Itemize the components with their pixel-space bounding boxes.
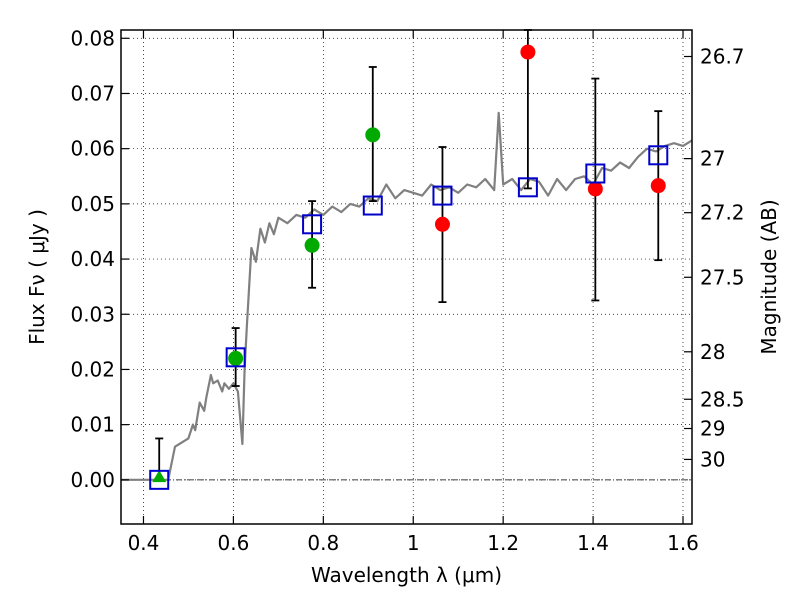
observed-point: [365, 127, 381, 143]
right-tick-label: 26.7: [700, 44, 745, 68]
right-tick-label: 27.2: [700, 201, 745, 225]
error-bars: [155, 29, 663, 481]
observed-point: [434, 216, 450, 232]
y-tick-label: 0.07: [70, 81, 115, 105]
x-tick-label: 0.4: [128, 531, 160, 555]
x-tick-label: 1.4: [577, 531, 609, 555]
observed-point: [228, 350, 244, 366]
right-tick-label: 29: [700, 417, 725, 441]
model-band-square: [648, 145, 669, 166]
x-tick-label: 1.6: [667, 531, 699, 555]
x-tick-label: 0.6: [217, 531, 249, 555]
right-axis-label: Magnitude (AB): [757, 199, 781, 354]
right-tick-label: 28.5: [700, 387, 745, 411]
y-tick-label: 0.02: [70, 357, 115, 381]
y-tick-label: 0.03: [70, 302, 115, 326]
model-band-square: [149, 469, 170, 490]
right-tick-label: 27: [700, 147, 725, 171]
x-axis-label: Wavelength λ (μm): [311, 563, 502, 587]
model-band-square: [517, 177, 538, 198]
model-band-square: [302, 214, 323, 235]
model-band-square: [432, 185, 453, 206]
x-tick-label: 1.2: [487, 531, 519, 555]
observed-points: [152, 44, 666, 483]
model-spectrum-line: [121, 111, 693, 481]
y-axis-label: Flux Fν ( μJy ): [25, 209, 49, 345]
y-tick-label: 0.01: [70, 413, 115, 437]
y-tick-label: 0.00: [70, 468, 115, 492]
right-tick-label: 27.5: [700, 265, 745, 289]
observed-point: [650, 178, 666, 194]
observed-point: [520, 44, 536, 60]
y-tick-label: 0.05: [70, 192, 115, 216]
axis-ticks: 0.4 0.6 0.8 1 1.2 1.4 1.6 0.00 0.01 0.02 0.03 0.04 0…: [70, 26, 744, 555]
observed-point: [587, 181, 603, 197]
model-spectrum-layer: [121, 111, 693, 481]
model-band-square: [362, 195, 383, 216]
model-band-markers: [149, 145, 669, 490]
right-tick-label: 28: [700, 340, 725, 364]
observed-point: [304, 237, 320, 253]
grid: [121, 30, 692, 524]
x-tick-label: 1: [407, 531, 420, 555]
model-band-square: [225, 347, 246, 368]
x-tick-label: 0.8: [307, 531, 339, 555]
plot-frame: [120, 29, 693, 525]
y-tick-label: 0.06: [70, 137, 115, 161]
right-tick-label: 30: [700, 447, 725, 471]
observed-point: [152, 470, 167, 483]
model-band-square: [585, 163, 606, 184]
y-tick-label: 0.08: [70, 26, 115, 50]
y-tick-label: 0.04: [70, 247, 115, 271]
